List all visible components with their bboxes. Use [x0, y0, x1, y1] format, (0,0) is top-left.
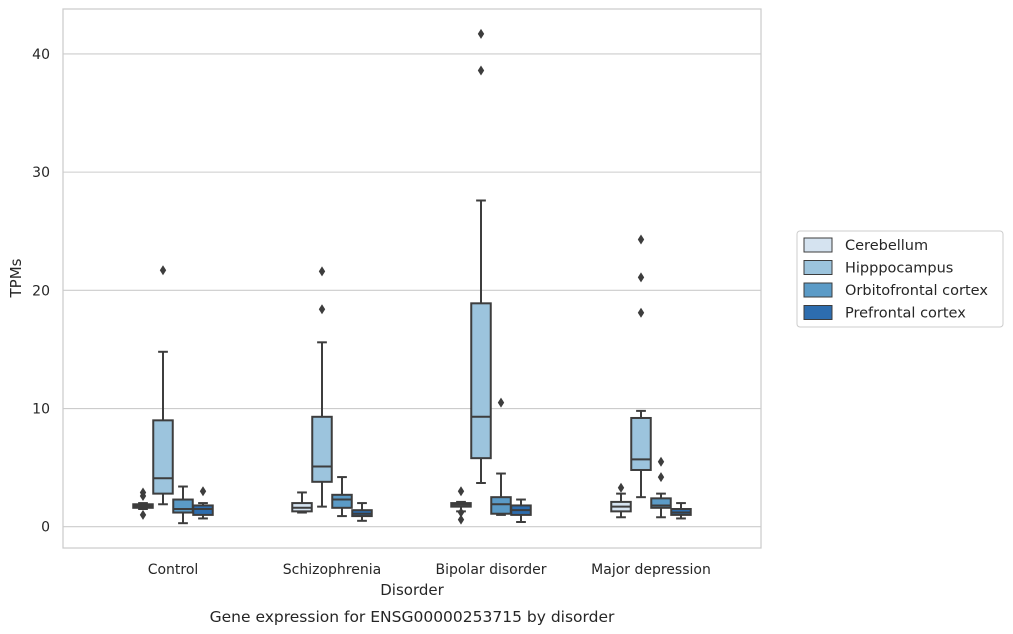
box	[331, 476, 353, 518]
legend-frame	[796, 230, 1004, 328]
legend-swatch	[803, 237, 833, 253]
box	[610, 482, 632, 519]
box-series	[192, 486, 692, 523]
legend-items: Cerebellum Hipppocampus Orbitofrontal cort…	[803, 237, 988, 322]
box	[650, 456, 672, 519]
y-tick-labels: 0 10 20 30 40	[32, 47, 50, 536]
x-tick-labels: Control Schizophrenia Bipolar disorder Majo…	[148, 562, 711, 578]
box	[351, 502, 373, 522]
box	[630, 234, 652, 499]
outlier-point	[637, 272, 645, 283]
x-axis-title: Disorder	[380, 581, 444, 599]
box-series	[132, 482, 632, 525]
x-tick-label: Major depression	[591, 562, 711, 578]
outlier-point	[497, 397, 505, 408]
chart-caption: Gene expression for ENSG00000253715 by d…	[210, 608, 615, 626]
box-body	[650, 497, 672, 509]
box	[490, 397, 512, 516]
box	[152, 265, 174, 506]
box-body	[630, 416, 652, 471]
outlier-point	[318, 304, 326, 315]
plot-frame	[62, 8, 762, 549]
box	[291, 491, 313, 514]
outlier-point	[477, 65, 485, 76]
y-tick-label: 30	[32, 165, 50, 181]
legend-label: Cerebellum	[845, 238, 928, 254]
box	[670, 502, 692, 520]
outlier-point	[457, 486, 465, 497]
outlier-point	[159, 265, 167, 276]
grid-lines	[63, 53, 761, 528]
legend-swatch	[803, 305, 833, 320]
box-body	[311, 415, 333, 483]
y-tick-label: 0	[41, 520, 50, 536]
legend: Cerebellum Hipppocampus Orbitofrontal cort…	[796, 230, 1004, 328]
box-body	[331, 493, 353, 509]
box	[132, 487, 154, 520]
box	[172, 485, 194, 525]
box	[510, 498, 532, 523]
box-series	[172, 397, 672, 525]
box-body	[470, 302, 492, 460]
x-tick-label: Bipolar disorder	[435, 562, 546, 578]
x-tick-label: Schizophrenia	[283, 562, 381, 578]
outlier-point	[637, 234, 645, 245]
outlier-point	[199, 486, 207, 497]
legend-swatch	[803, 282, 833, 298]
box	[470, 28, 492, 484]
legend-label: Hipppocampus	[845, 261, 953, 277]
y-tick-label: 20	[32, 283, 50, 299]
legend-swatch	[803, 260, 833, 275]
legend-label: Prefrontal cortex	[845, 306, 966, 322]
legend-label: Orbitofrontal cortex	[845, 283, 988, 299]
outlier-point	[637, 307, 645, 318]
y-tick-label: 10	[32, 402, 50, 418]
box-body	[152, 419, 174, 495]
outlier-point	[139, 490, 147, 501]
box-body	[192, 504, 214, 516]
outlier-point	[318, 266, 326, 277]
outlier-point	[657, 456, 665, 467]
box	[450, 486, 472, 525]
box-body	[490, 496, 512, 515]
box-body	[172, 498, 194, 514]
outlier-point	[617, 482, 625, 493]
x-tick-label: Control	[148, 562, 199, 578]
outlier-point	[457, 514, 465, 525]
box-series-layer	[132, 28, 692, 525]
outlier-point	[657, 472, 665, 483]
outlier-point	[457, 507, 465, 518]
box	[192, 486, 214, 520]
outlier-point	[477, 28, 485, 39]
y-axis-title: TPMs	[7, 258, 25, 298]
box-series	[152, 28, 652, 508]
outlier-point	[139, 509, 147, 520]
y-tick-label: 40	[32, 47, 50, 63]
box	[311, 266, 333, 508]
